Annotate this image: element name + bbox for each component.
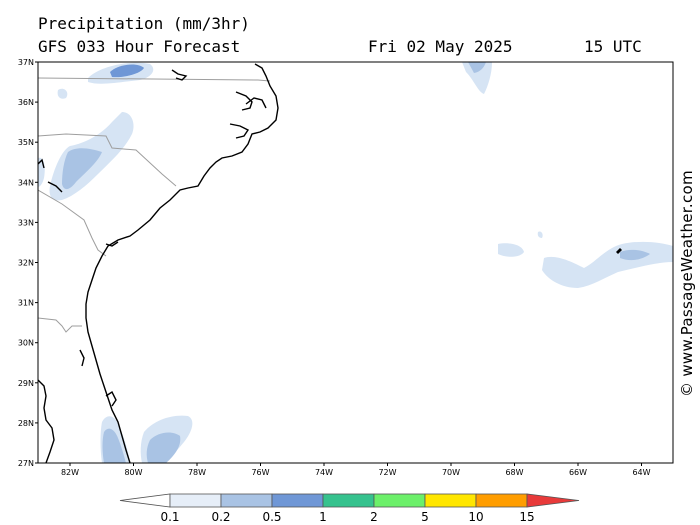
legend-swatch <box>424 493 477 508</box>
longitude-label: 82W <box>61 468 79 477</box>
latitude-label: 36N <box>18 98 34 107</box>
latitude-axis: 37N 36N 35N 34N 33N 32N 31N 30N 29N 28N 27N <box>18 58 38 468</box>
longitude-label: 76W <box>251 468 269 477</box>
forecast-time: 15 UTC <box>584 37 642 56</box>
legend-value: 0.5 <box>262 510 281 524</box>
legend-value: 2 <box>370 510 378 524</box>
legend-value: 15 <box>519 510 534 524</box>
longitude-label: 74W <box>315 468 333 477</box>
coastline <box>38 63 279 463</box>
legend-swatch <box>169 493 222 508</box>
state-borders <box>38 77 271 333</box>
credit-text: © www.PassageWeather.com <box>678 170 696 397</box>
legend-value: 0.1 <box>160 510 179 524</box>
legend-value: 10 <box>468 510 483 524</box>
longitude-label: 78W <box>188 468 206 477</box>
forecast-label: GFS 033 Hour Forecast <box>38 37 241 56</box>
map-area <box>38 62 673 463</box>
latitude-label: 34N <box>18 178 34 187</box>
latitude-label: 31N <box>18 299 34 308</box>
latitude-label: 29N <box>18 379 34 388</box>
longitude-label: 80W <box>124 468 142 477</box>
longitude-label: 72W <box>378 468 396 477</box>
legend-swatch <box>475 493 528 508</box>
latitude-label: 27N <box>18 459 34 468</box>
longitude-label: 66W <box>569 468 587 477</box>
longitude-label: 64W <box>632 468 650 477</box>
latitude-label: 37N <box>18 58 34 67</box>
legend-value: 1 <box>319 510 327 524</box>
legend-swatch <box>220 493 273 508</box>
island-marker <box>616 248 622 254</box>
legend-value: 5 <box>421 510 429 524</box>
legend-value: 0.2 <box>211 510 230 524</box>
longitude-axis: 82W 80W 78W 76W 74W 72W 70W 68W 66W 64W <box>61 463 651 477</box>
forecast-date: Fri 02 May 2025 <box>368 37 513 56</box>
longitude-label: 70W <box>442 468 460 477</box>
precipitation-legend: 0.1 0.2 0.5 1 2 5 10 15 <box>119 493 580 524</box>
latitude-label: 28N <box>18 419 34 428</box>
legend-swatch <box>373 493 426 508</box>
legend-swatch <box>271 493 324 508</box>
longitude-label: 68W <box>505 468 523 477</box>
legend-swatch <box>526 493 580 508</box>
latitude-label: 32N <box>18 259 34 268</box>
map-title: Precipitation (mm/3hr) <box>38 14 250 33</box>
latitude-label: 35N <box>18 138 34 147</box>
latitude-label: 33N <box>18 218 34 227</box>
latitude-label: 30N <box>18 339 34 348</box>
legend-swatch <box>119 493 171 508</box>
precipitation-areas <box>38 62 673 463</box>
legend-swatch <box>322 493 375 508</box>
